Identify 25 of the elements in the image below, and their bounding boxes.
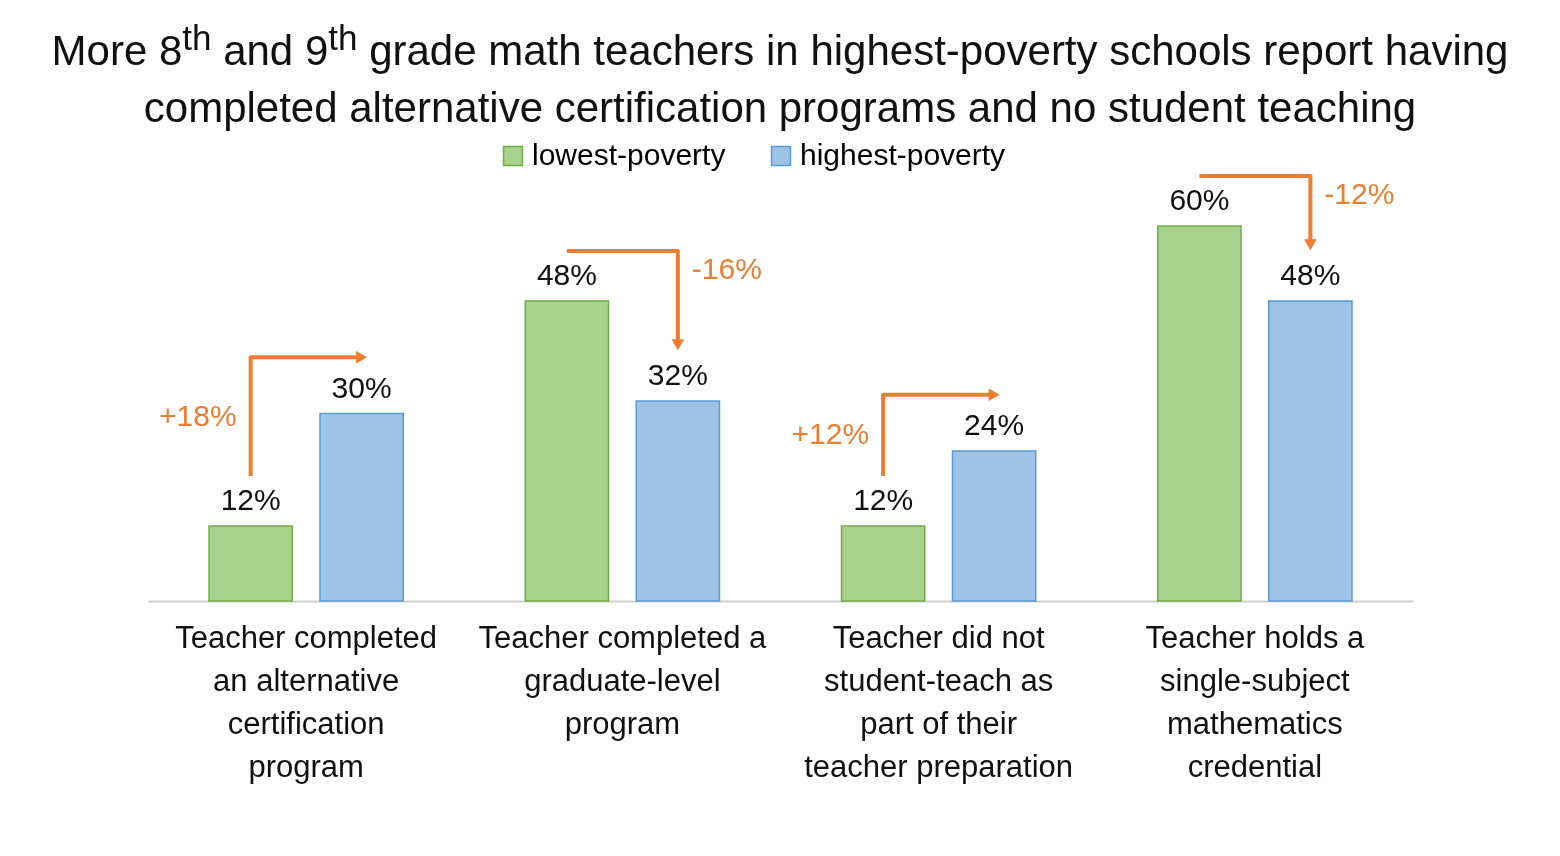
data-label: 30% [331, 370, 392, 404]
bar [318, 413, 404, 603]
data-label: 24% [963, 408, 1024, 442]
annotation: +18% [158, 399, 237, 432]
legend-label: lowest-poverty [531, 138, 725, 172]
text: -12% [1323, 177, 1394, 211]
data-label: 48% [536, 258, 597, 292]
x-tick-label: Teacher completed an alternative certification program [174, 619, 437, 784]
x-tick-label: Teacher did not student-teach as part of their teacher preparation [803, 619, 1073, 784]
annotation: -16% [691, 252, 762, 286]
data-label: 48% [1279, 258, 1340, 292]
data-label: 12% [220, 483, 281, 517]
data-label: 12% [852, 483, 913, 517]
bar [207, 525, 293, 603]
x-tick-label: Teacher holds a single-subject mathematics credential [1144, 619, 1365, 784]
x-tick-label: Teacher completed a graduate-level program [477, 619, 767, 741]
legend-label: highest-poverty [799, 138, 1005, 172]
data-label: 60% [1168, 183, 1229, 217]
chart-title: More 8$^{th}$ and 9$^{th}$ grade math teachers in highest-poverty schools report having completed alternative certification programs and no student teaching [50, 17, 1510, 133]
annotation: +12% [791, 417, 869, 451]
data-label: 32% [647, 358, 708, 392]
bar [840, 525, 925, 603]
bar [635, 400, 720, 603]
bar [1267, 300, 1353, 603]
bar [951, 450, 1036, 603]
